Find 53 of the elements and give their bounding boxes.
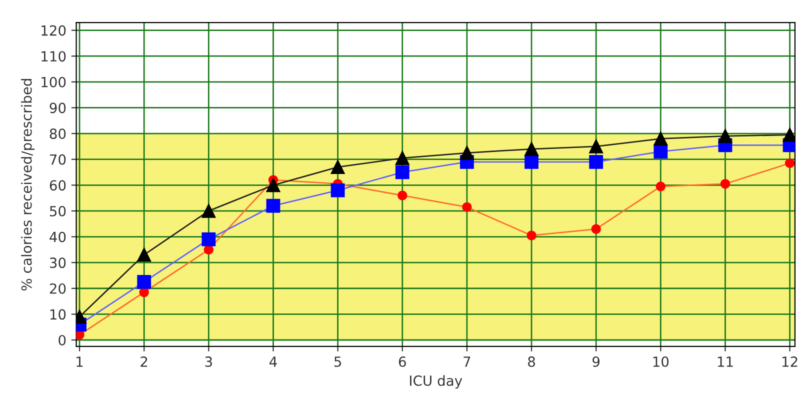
y-tick-label: 0 (58, 334, 66, 346)
point (139, 287, 149, 298)
point (398, 190, 408, 200)
point (266, 178, 280, 192)
x-tick-label: 5 (334, 356, 342, 367)
point (330, 183, 345, 198)
y-tick-label: 10 (50, 309, 66, 320)
point (784, 158, 795, 168)
x-tick-label: 3 (205, 356, 212, 367)
point (137, 274, 152, 289)
point (202, 204, 216, 218)
point (395, 151, 410, 165)
point (526, 230, 536, 240)
x-tick-label: 6 (398, 356, 406, 367)
x-tick-label: 4 (269, 356, 277, 367)
x-tick-label: 9 (592, 356, 600, 367)
y-axis-title: % calories received/prescribed (21, 79, 34, 290)
point (462, 202, 472, 212)
point (395, 165, 410, 180)
point (591, 224, 601, 234)
y-tick-label: 40 (50, 232, 66, 242)
x-tick-label: 7 (464, 356, 470, 367)
y-tick-label: 60 (50, 180, 66, 191)
x-tick-label: 2 (140, 356, 148, 367)
point (524, 154, 538, 169)
point (656, 182, 666, 192)
y-tick-label: 90 (50, 102, 66, 114)
point (654, 132, 668, 146)
point (202, 232, 216, 246)
point (718, 129, 732, 144)
point (330, 160, 345, 174)
point (589, 139, 604, 154)
y-tick-label: 30 (50, 258, 66, 268)
x-tick-label: 8 (528, 356, 535, 367)
point (524, 142, 538, 156)
y-tick-label: 80 (50, 128, 66, 139)
x-tick-label: 1 (76, 356, 83, 367)
y-tick-label: 20 (50, 283, 66, 294)
point (589, 154, 604, 169)
x-tick-label: 11 (718, 356, 733, 367)
point (137, 248, 152, 262)
y-tick-label: 110 (42, 51, 66, 62)
point (460, 146, 474, 160)
x-tick-label: 12 (782, 356, 798, 367)
point (720, 178, 730, 189)
x-tick-label: 10 (653, 356, 669, 367)
point (654, 144, 668, 159)
y-tick-label: 50 (50, 206, 66, 216)
point (266, 198, 280, 213)
x-axis-title: ICU day (410, 375, 462, 389)
y-tick-label: 100 (42, 76, 66, 88)
y-tick-label: 70 (50, 154, 66, 165)
y-tick-label: 120 (42, 25, 66, 36)
